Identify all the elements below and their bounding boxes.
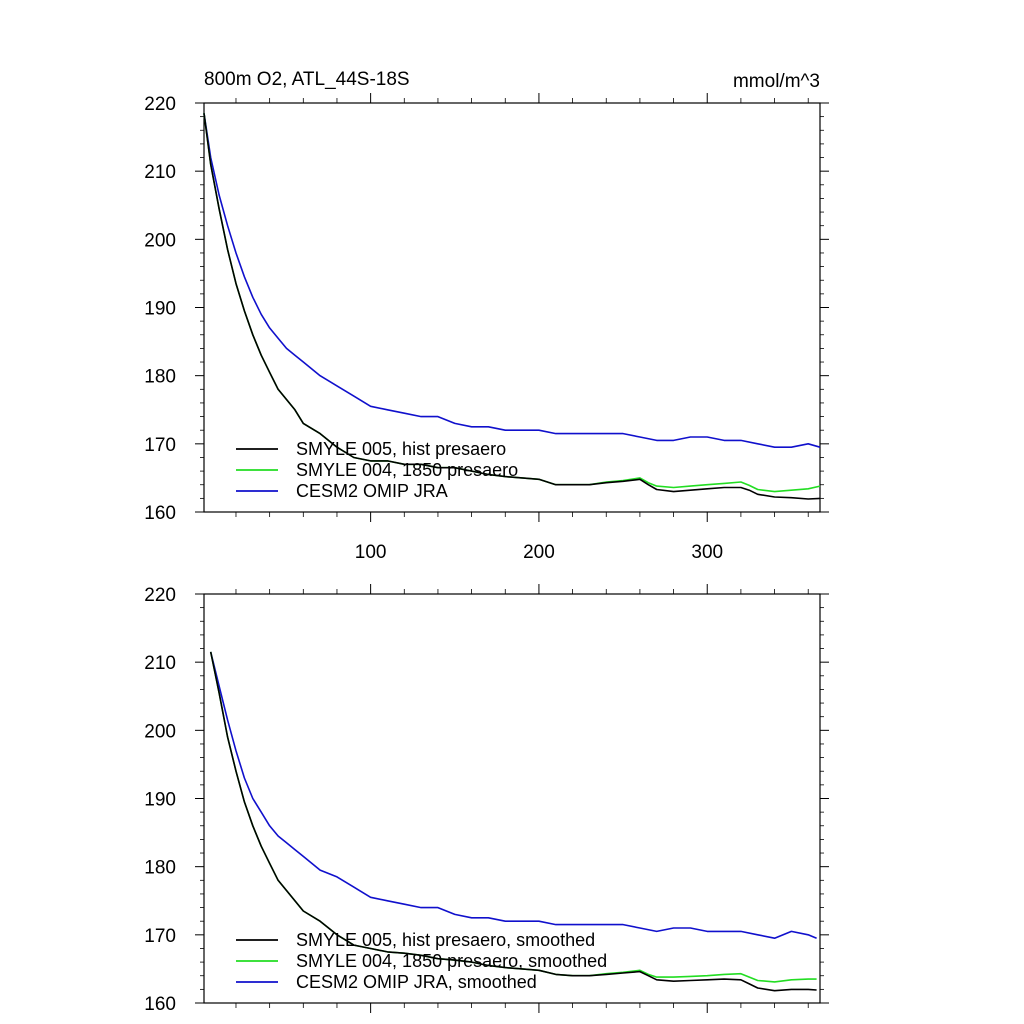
series-line-2 <box>209 651 817 939</box>
legend-label-2: CESM2 OMIP JRA, smoothed <box>296 972 537 992</box>
chart-title: 800m O2, ATL_44S-18S <box>204 69 410 90</box>
y-tick-label: 210 <box>144 162 176 183</box>
y-tick-label: 190 <box>144 299 176 320</box>
legend-label-2: CESM2 OMIP JRA <box>296 481 448 501</box>
y-tick-label: 200 <box>144 230 176 251</box>
legend-label-0: SMYLE 005, hist presaero <box>296 439 506 459</box>
legend-label-0: SMYLE 005, hist presaero, smoothed <box>296 930 595 950</box>
series-line-1 <box>203 113 821 493</box>
x-tick-label: 300 <box>691 542 723 563</box>
top-panel: 160 170 180 190 200 210 220 100 200 300 800m O2, A… <box>144 69 829 563</box>
bottom-panel: 160 170 180 190 200 210 220 SMYLE 005, hist pre… <box>144 584 829 1015</box>
y-tick-label: 160 <box>144 503 176 524</box>
legend-label-1: SMYLE 004, 1850 presaero, smoothed <box>296 951 607 971</box>
series-line-0 <box>209 651 817 992</box>
y-tick-label: 200 <box>144 721 176 742</box>
y-tick-label: 220 <box>144 585 176 606</box>
y-tick-label: 190 <box>144 790 176 811</box>
y-tick-label: 180 <box>144 367 176 388</box>
x-tick-label: 100 <box>355 542 387 563</box>
y-tick-label: 210 <box>144 653 176 674</box>
y-tick-label: 160 <box>144 994 176 1015</box>
y-tick-label: 180 <box>144 858 176 879</box>
series-line-2 <box>203 113 821 448</box>
y-tick-label: 170 <box>144 435 176 456</box>
y-tick-label: 220 <box>144 94 176 115</box>
series-line-0 <box>203 113 821 500</box>
y-tick-label: 170 <box>144 926 176 947</box>
legend-label-1: SMYLE 004, 1850 presaero <box>296 460 518 480</box>
units-label: mmol/m^3 <box>733 71 820 92</box>
x-tick-label: 200 <box>523 542 555 563</box>
